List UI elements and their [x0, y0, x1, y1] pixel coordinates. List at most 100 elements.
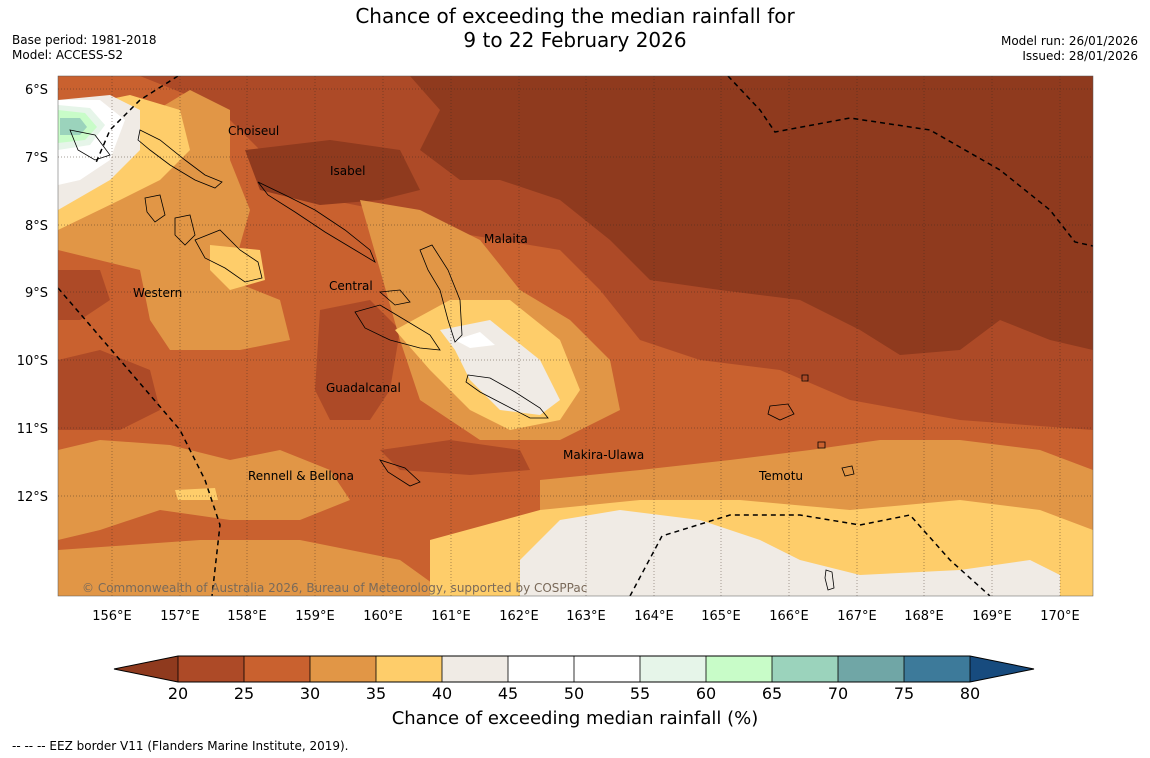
- guadalcanal-island: [354, 304, 441, 351]
- colorbar-over-arrow: [970, 656, 1034, 682]
- lon-label: 165°E: [701, 609, 741, 624]
- colorbar-tick: 35: [365, 684, 387, 703]
- lon-label: 167°E: [837, 609, 877, 624]
- fill-45-55-small: [455, 332, 495, 348]
- lat-label: 9°S: [25, 286, 48, 301]
- lon-label: 170°E: [1040, 609, 1080, 624]
- florida-islands: [379, 289, 411, 306]
- lon-label: 169°E: [972, 609, 1012, 624]
- makira-island: [465, 374, 549, 419]
- fill-20-25-south: [380, 440, 530, 475]
- label-choiseul: Choiseul: [228, 124, 279, 138]
- colorbar-tick: 80: [959, 684, 981, 703]
- colorbar-label: Chance of exceeding median rainfall (%): [391, 708, 759, 729]
- lon-label: 164°E: [634, 609, 674, 624]
- label-guadalcanal: Guadalcanal: [326, 381, 401, 395]
- isabel-island: [257, 181, 376, 263]
- model-name: Model: ACCESS-S2: [12, 48, 124, 62]
- vanuatu-islet: [824, 569, 835, 591]
- colorbar-bin-75-80: [904, 656, 970, 682]
- colorbar-tick: 40: [431, 684, 453, 703]
- colorbar-bin-40-45: [442, 656, 508, 682]
- new-georgia-island: [194, 229, 263, 283]
- santa-cruz-island: [767, 403, 795, 421]
- rennell-island: [379, 459, 421, 487]
- colorbar-bin-70-75: [838, 656, 904, 682]
- lon-label: 157°E: [160, 609, 200, 624]
- label-temotu: Temotu: [758, 469, 803, 483]
- fill-20-25-guadalcanal: [315, 300, 400, 420]
- lat-label: 12°S: [17, 490, 48, 505]
- lon-label: 159°E: [295, 609, 335, 624]
- fill-30-35-bottom: [58, 540, 450, 596]
- eez-borders: [58, 76, 1093, 596]
- lat-label: 7°S: [25, 151, 48, 166]
- western-island-2: [174, 214, 196, 246]
- colorbar-bin-30-35: [310, 656, 376, 682]
- bougainville-coast: [69, 129, 111, 161]
- colorbar-bin-55-60: [640, 656, 706, 682]
- lon-label: 160°E: [363, 609, 403, 624]
- copyright-notice: © Commonwealth of Australia 2026, Bureau…: [82, 581, 587, 595]
- colorbar-bin-25-30: [244, 656, 310, 682]
- coastlines: [69, 129, 855, 591]
- lat-label: 11°S: [17, 422, 48, 437]
- issued-date: Issued: 28/01/2026: [1022, 49, 1138, 63]
- fill-20-25-sw: [58, 270, 110, 320]
- fill-under-20-isabel: [245, 140, 420, 205]
- lat-label: 8°S: [25, 219, 48, 234]
- colorbar-tick: 70: [827, 684, 849, 703]
- contour-layer: [58, 76, 1093, 596]
- malaita-island: [419, 244, 463, 343]
- colorbar-bin-45-50: [508, 656, 574, 682]
- colorbar-bin-35-40: [376, 656, 442, 682]
- label-malaita: Malaita: [484, 232, 528, 246]
- lon-label: 161°E: [431, 609, 471, 624]
- choiseul-island: [137, 129, 223, 189]
- lon-label: 168°E: [904, 609, 944, 624]
- colorbar-bin-65-70: [772, 656, 838, 682]
- label-rennell-bellona: Rennell & Bellona: [248, 469, 354, 483]
- label-western: Western: [133, 286, 182, 300]
- label-makira-ulawa: Makira-Ulawa: [563, 448, 644, 462]
- colorbar-tick: 25: [233, 684, 255, 703]
- colorbar-tick: 55: [629, 684, 651, 703]
- colorbar-tick: 60: [695, 684, 717, 703]
- colorbar: [113, 655, 1035, 683]
- colorbar-tick: 50: [563, 684, 585, 703]
- colorbar-bin-20-25: [178, 656, 244, 682]
- colorbar-tick: 65: [761, 684, 783, 703]
- lon-label: 163°E: [566, 609, 606, 624]
- reef-islet: [801, 374, 809, 382]
- colorbar-under-arrow: [114, 656, 178, 682]
- lat-label: 6°S: [25, 83, 48, 98]
- fill-65-70: [60, 118, 87, 135]
- map-frame: [57, 75, 1094, 597]
- lon-label: 162°E: [499, 609, 539, 624]
- colorbar-tick: 45: [497, 684, 519, 703]
- fill-35-40-rennell: [175, 488, 218, 500]
- fill-under-20: [410, 76, 1093, 355]
- base-period: Base period: 1981-2018: [12, 33, 157, 47]
- western-island-1: [144, 194, 166, 223]
- label-central: Central: [329, 279, 373, 293]
- fill-40-45-south: [520, 510, 1060, 596]
- lon-label: 156°E: [92, 609, 132, 624]
- label-isabel: Isabel: [330, 164, 365, 178]
- title-line-2: 9 to 22 February 2026: [463, 28, 687, 52]
- colorbar-bin-60-65: [706, 656, 772, 682]
- lon-label: 158°E: [227, 609, 267, 624]
- lon-label: 166°E: [769, 609, 809, 624]
- colorbar-tick: 75: [893, 684, 915, 703]
- colorbar-tick: 30: [299, 684, 321, 703]
- model-run: Model run: 26/01/2026: [1000, 34, 1138, 48]
- colorbar-tick: 20: [167, 684, 189, 703]
- fill-20-25-west: [58, 350, 160, 430]
- lat-label: 10°S: [17, 354, 48, 369]
- temotu-islet: [841, 465, 855, 477]
- tikopia-islet: [817, 441, 826, 449]
- title-line-1: Chance of exceeding the median rainfall …: [355, 4, 795, 28]
- fill-35-40-western: [210, 245, 265, 290]
- eez-footnote: -- -- -- EEZ border V11 (Flanders Marine…: [12, 739, 349, 753]
